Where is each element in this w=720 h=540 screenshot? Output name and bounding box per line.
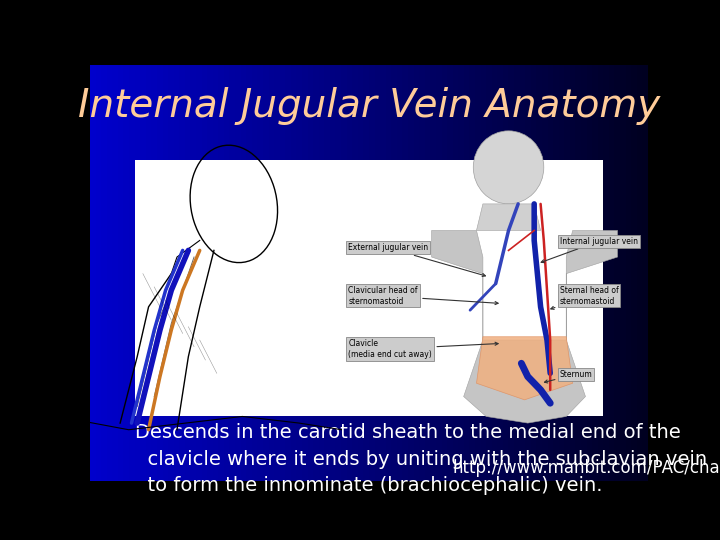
Text: Clavicular head of
sternomastoid: Clavicular head of sternomastoid: [348, 286, 498, 306]
Bar: [135, 160, 603, 416]
Text: Descends in the carotid sheath to the medial end of the
  clavicle where it ends: Descends in the carotid sheath to the me…: [135, 423, 707, 495]
Text: Sternal head of
sternomastoid: Sternal head of sternomastoid: [551, 286, 618, 309]
Ellipse shape: [473, 131, 544, 204]
Text: Clavicle
(media end cut away): Clavicle (media end cut away): [348, 339, 498, 359]
Text: Internal jugular vein: Internal jugular vein: [541, 237, 638, 262]
Polygon shape: [477, 337, 572, 400]
Polygon shape: [431, 231, 618, 423]
Text: Sternum: Sternum: [544, 369, 593, 383]
Text: Internal Jugular Vein Anatomy: Internal Jugular Vein Anatomy: [78, 87, 660, 125]
Text: http://www.manbit.com/PAC/chapters/PAC.cfm: http://www.manbit.com/PAC/chapters/PAC.c…: [453, 459, 720, 477]
Polygon shape: [477, 204, 541, 231]
Text: External jugular vein: External jugular vein: [348, 244, 485, 276]
